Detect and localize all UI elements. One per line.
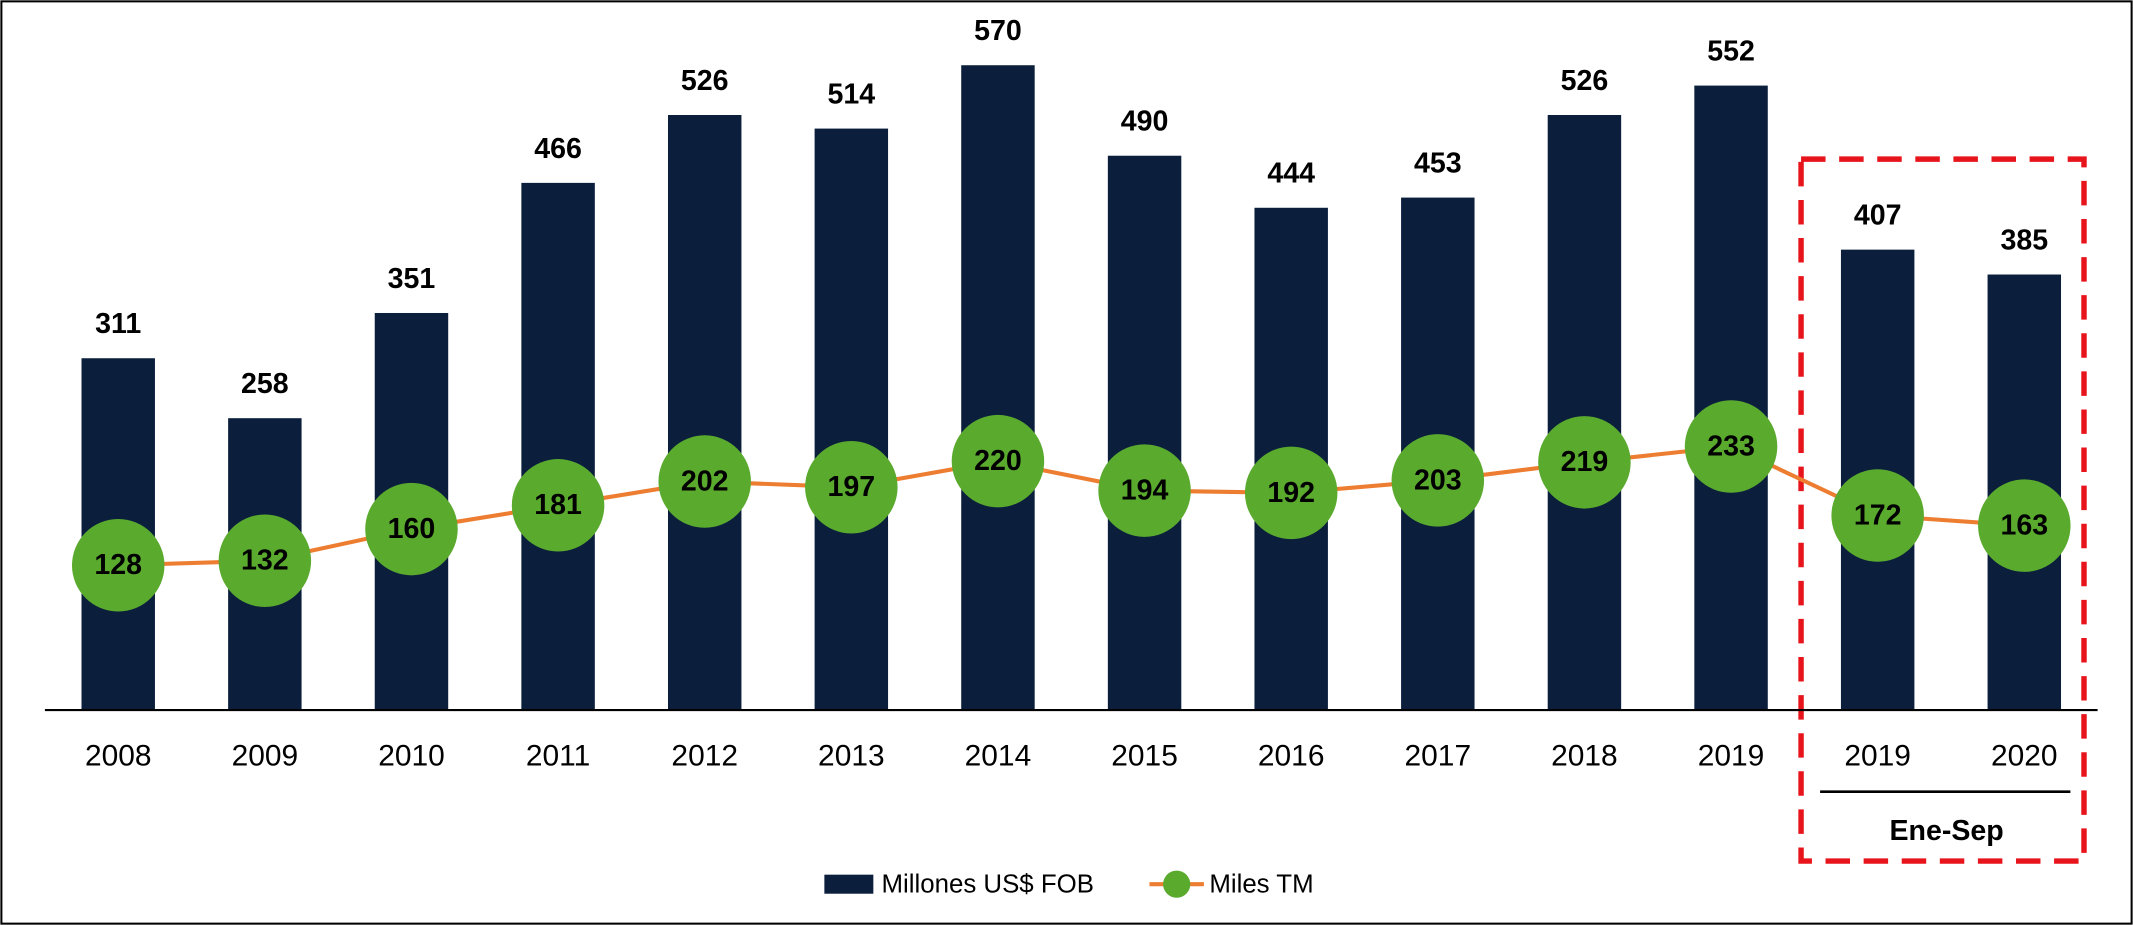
bar-value-label: 407 [1854,200,1902,232]
bar [814,128,889,711]
line-value-label: 219 [1561,446,1609,478]
line-marker [71,519,165,612]
x-tick-label: 2018 [1551,740,1618,773]
bar [521,182,595,711]
bar-value-label: 570 [974,15,1022,47]
bar-value-label: 514 [828,78,876,110]
bar-value-label: 526 [1561,65,1609,97]
line-marker [1831,469,1924,562]
annotation: Ene-Sep [1890,815,2004,847]
x-tick-label: 2014 [965,740,1032,773]
bar-value-label: 258 [241,368,289,400]
x-tick-label: 2020 [1991,740,2058,773]
line-value-label: 203 [1414,464,1462,496]
line-marker [1098,444,1191,537]
legend-swatch [824,874,874,894]
bar [1107,155,1182,711]
bar [1694,85,1768,711]
line-value-label: 128 [94,549,142,581]
line-value-label: 160 [388,513,436,545]
line-value-label: 163 [2000,510,2048,542]
x-tick-label: 2008 [85,740,152,773]
line-marker [511,459,605,552]
legend-label: Miles TM [1209,870,1313,898]
line-marker [1391,434,1485,527]
bar-value-label: 385 [2000,224,2048,256]
bar [961,65,1035,711]
line-value-label: 220 [974,445,1022,477]
x-tick-label: 2019 [1844,740,1911,773]
bar-value-label: 351 [388,263,436,295]
highlight-box [1798,156,2087,864]
bar-value-label: 453 [1414,147,1462,179]
line-marker [805,440,898,534]
line-marker [1538,416,1631,509]
x-tick-label: 2011 [526,740,590,773]
bar-value-label: 490 [1121,106,1169,138]
line-marker [1978,479,2071,572]
line-value-label: 197 [828,471,876,503]
line-marker [1244,446,1338,540]
line-value-label: 132 [241,545,289,577]
x-tick-label: 2012 [671,740,738,773]
bar-value-label: 466 [534,133,582,165]
x-tick-label: 2016 [1258,740,1325,773]
legend-marker [1163,870,1191,898]
bar-value-label: 444 [1267,158,1315,190]
x-tick-label: 2017 [1405,740,1472,773]
line-value-label: 181 [534,489,582,521]
line-value-label: 172 [1854,499,1902,531]
line-value-label: 194 [1121,475,1169,507]
line-marker [1684,400,1778,493]
x-tick-label: 2019 [1698,740,1765,773]
x-tick-label: 2013 [818,740,885,773]
line-marker [218,514,312,607]
bar-value-label: 552 [1707,35,1755,67]
bar-value-label: 526 [681,65,729,97]
x-tick-label: 2015 [1111,740,1178,773]
bar-value-label: 311 [95,308,141,340]
bar [1547,115,1622,711]
bar [667,115,742,711]
line-value-label: 233 [1707,430,1755,462]
line-value-label: 202 [681,465,729,497]
x-tick-label: 2009 [232,740,299,773]
line-marker [951,414,1045,508]
legend-label: Millones US$ FOB [882,870,1094,898]
line-marker [658,435,751,528]
line-value-label: 192 [1267,477,1315,509]
x-tick-label: 2010 [378,740,445,773]
line-marker [365,482,458,576]
